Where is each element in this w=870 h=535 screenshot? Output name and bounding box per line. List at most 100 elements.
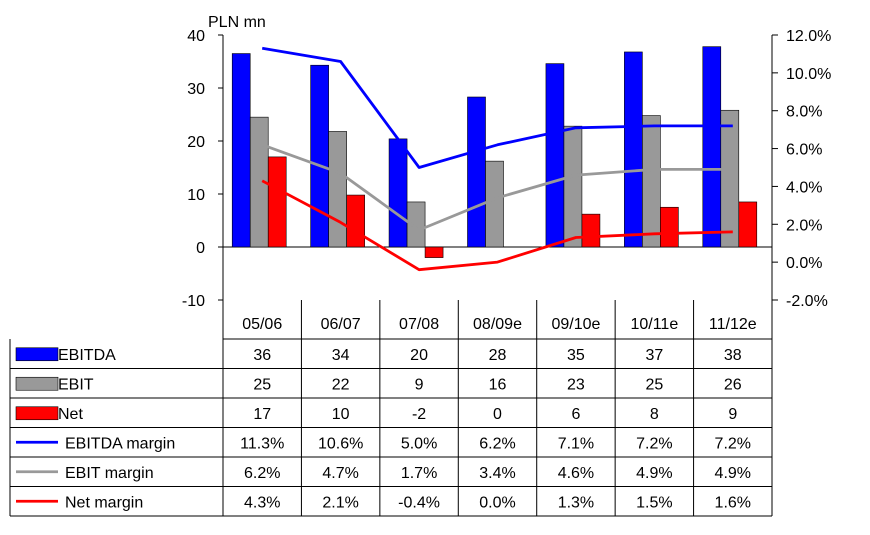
bar-ebitda: [467, 96, 486, 248]
right-tick-label: 12.0%: [786, 28, 831, 45]
table-cell: 3.4%: [479, 465, 515, 482]
right-tick-label: 4.0%: [786, 179, 822, 196]
bar-ebit: [642, 115, 661, 248]
table-cell: 6.2%: [479, 435, 515, 452]
table-cell: 4.9%: [636, 465, 672, 482]
line-series: [261, 46, 733, 272]
bar-ebitda: [231, 53, 251, 248]
legend-swatch: [15, 376, 59, 391]
bar-ebitda: [624, 51, 643, 248]
category-label: 09/10e: [551, 316, 600, 333]
bar-ebit: [406, 201, 426, 248]
category-label: 07/08: [399, 316, 439, 333]
table-cell: 28: [489, 347, 507, 364]
table-cell: 38: [724, 347, 742, 364]
table-cell: 4.3%: [244, 494, 280, 511]
bar-net: [660, 206, 679, 248]
left-tick-label: 20: [187, 134, 205, 151]
table-cell: 1.3%: [558, 494, 594, 511]
table-cell: 1.6%: [715, 494, 751, 511]
table-cell: 34: [332, 347, 350, 364]
category-label: 05/06: [242, 316, 282, 333]
bar-ebitda: [702, 46, 722, 248]
table-cell: 23: [567, 376, 585, 393]
right-tick-label: 2.0%: [786, 217, 822, 234]
table-cell: 4.7%: [322, 465, 358, 482]
data-table: 05/06 06/07 07/08 08/09e 09/10e 10/11e 11/12e E…: [9, 300, 773, 517]
table-cell: 17: [253, 406, 271, 423]
table-cell: 22: [332, 376, 350, 393]
table-cell: 1.7%: [401, 465, 437, 482]
bar-ebitda: [545, 63, 565, 248]
bar-ebit: [328, 131, 347, 248]
left-tick-label: 30: [187, 81, 205, 98]
legend-label: EBIT: [58, 376, 94, 393]
axes: -10 0 10 20 30 40 -2.0% 0.0% 2.0% 4.0% 6.0% 8.0% 10.…: [182, 28, 832, 310]
bar-ebit: [563, 125, 583, 248]
bar-net: [267, 156, 287, 248]
line-ebit-margin: [261, 143, 733, 232]
legend-label: EBIT margin: [65, 465, 154, 482]
table-cell: 37: [645, 347, 663, 364]
left-tick-label: -10: [182, 293, 205, 310]
table-cell: 4.6%: [558, 465, 594, 482]
left-tick-label: 0: [196, 240, 205, 257]
legend-swatch: [15, 406, 59, 421]
right-tick-label: -2.0%: [786, 293, 828, 310]
table-cell: 25: [253, 376, 271, 393]
bar-ebit: [485, 160, 504, 248]
table-cell: 0: [493, 406, 502, 423]
table-cell: 9: [415, 376, 424, 393]
category-label: 11/12e: [709, 316, 757, 333]
bar-net: [424, 246, 444, 258]
table-cell: 11.3%: [240, 435, 284, 452]
category-label: 08/09e: [473, 316, 522, 333]
table-cell: 26: [724, 376, 742, 393]
bar-net: [738, 201, 758, 248]
legend-swatch: [15, 347, 59, 362]
left-tick-label: 10: [187, 187, 205, 204]
bar-ebit: [720, 109, 740, 248]
table-cell: 5.0%: [401, 435, 437, 452]
table-cell: 6: [571, 406, 580, 423]
left-tick-label: 40: [187, 28, 205, 45]
table-cell: 4.9%: [715, 465, 751, 482]
table-cell: 7.2%: [715, 435, 751, 452]
table-cell: 0.0%: [479, 494, 515, 511]
bar-net: [581, 213, 601, 248]
table-cell: 36: [253, 347, 271, 364]
table-cell: 9: [728, 406, 737, 423]
table-cell: 8: [650, 406, 659, 423]
table-cell: -0.4%: [398, 494, 440, 511]
table-cell: -2: [412, 406, 426, 423]
table-cell: 7.2%: [636, 435, 672, 452]
right-tick-label: 6.0%: [786, 142, 822, 159]
line-ebitda-margin: [261, 46, 733, 169]
table-cell: 35: [567, 347, 585, 364]
table-cell: 10.6%: [318, 435, 363, 452]
right-tick-label: 0.0%: [786, 255, 822, 272]
table-cell: 6.2%: [244, 465, 280, 482]
right-tick-label: 10.0%: [786, 66, 831, 83]
category-label: 10/11e: [630, 316, 678, 333]
table-cell: 20: [410, 347, 428, 364]
line-net-margin: [261, 179, 733, 272]
bar-series: [231, 46, 758, 258]
table-cell: 7.1%: [558, 435, 594, 452]
bar-net: [346, 194, 365, 248]
table-cell: 2.1%: [322, 494, 358, 511]
table-cell: 1.5%: [636, 494, 672, 511]
legend-label: Net margin: [65, 494, 143, 511]
table-cell: 25: [645, 376, 663, 393]
legend-label: EBITDA margin: [65, 435, 175, 452]
table-cell: 16: [489, 376, 507, 393]
legend-label: Net: [58, 406, 83, 423]
category-label: 06/07: [321, 316, 361, 333]
legend-label: EBITDA: [58, 347, 116, 364]
right-tick-label: 8.0%: [786, 104, 822, 121]
bar-ebitda: [388, 138, 408, 248]
table-cell: 10: [332, 406, 350, 423]
unit-label: PLN mn: [208, 14, 266, 31]
bar-ebitda: [310, 64, 329, 248]
